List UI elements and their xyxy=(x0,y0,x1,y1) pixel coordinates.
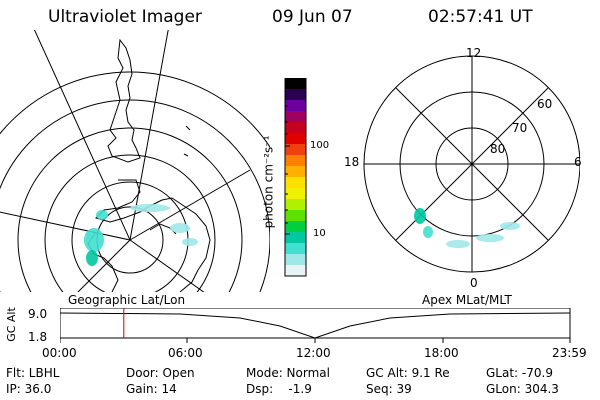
timeline-xtick-1200: 12:00 xyxy=(296,346,331,360)
mode-readout: Mode: Normal xyxy=(246,366,330,380)
color-swatch xyxy=(285,265,306,277)
color-swatch xyxy=(285,254,306,266)
color-swatch xyxy=(285,188,306,200)
door-readout: Door: Open xyxy=(126,366,195,380)
colorbar-tick-label-100: 100 xyxy=(310,140,330,151)
color-swatch xyxy=(285,122,306,134)
timeline-xtick-1800: 18:00 xyxy=(424,346,459,360)
color-swatch xyxy=(285,221,306,233)
color-swatch xyxy=(285,210,306,222)
color-swatch xyxy=(285,166,306,178)
observation-time: 02:57:41 UT xyxy=(428,7,533,27)
seq-readout: Seq: 39 xyxy=(366,382,412,396)
geographic-map-label: Geographic Lat/Lon xyxy=(68,293,186,307)
continent-outline xyxy=(183,125,191,157)
color-swatch xyxy=(285,232,306,244)
dsp-readout: Dsp: -1.9 xyxy=(246,382,312,396)
color-swatch xyxy=(285,89,306,101)
lat-circle xyxy=(0,71,270,149)
mlt-label-18: 18 xyxy=(344,155,360,169)
altitude-curve xyxy=(60,312,571,339)
timeline-xtick-0000: 00:00 xyxy=(42,346,77,360)
timeline-plot xyxy=(60,308,571,343)
mlat-label-60: 60 xyxy=(537,97,553,111)
filter-readout: Flt: LBHL xyxy=(6,366,60,380)
color-swatch xyxy=(285,133,306,145)
color-swatch xyxy=(285,78,306,90)
colorbar-unit-label: photon cm⁻²s⁻¹ xyxy=(261,135,276,229)
color-swatch xyxy=(285,100,306,112)
continent-outline xyxy=(107,38,141,163)
mlt-label-12: 12 xyxy=(466,46,482,60)
lat-circle xyxy=(44,154,216,292)
color-swatch xyxy=(285,199,306,211)
color-swatch xyxy=(285,144,306,156)
timeline-ytick-low: 1.8 xyxy=(28,330,48,344)
color-swatch xyxy=(285,155,306,167)
mlat-label-70: 70 xyxy=(512,121,528,135)
instrument-title: Ultraviolet Imager xyxy=(48,7,202,27)
gain-readout: Gain: 14 xyxy=(126,382,177,396)
timeline-xtick-0600: 06:00 xyxy=(168,346,203,360)
color-swatch xyxy=(285,111,306,123)
timeline-ytick-high: 9.0 xyxy=(28,307,48,321)
aurora-emission xyxy=(414,208,520,248)
observation-date: 09 Jun 07 xyxy=(272,7,353,27)
aurora-emission xyxy=(84,204,198,266)
timeline-xtick-2359: 23:59 xyxy=(552,346,587,360)
timeline-axis-label: GC Alt xyxy=(4,307,18,342)
glat-readout: GLat: -70.9 xyxy=(486,366,553,380)
apex-map-label: Apex MLat/MLT xyxy=(422,293,512,307)
glon-readout: GLon: 304.3 xyxy=(486,382,559,396)
geographic-map xyxy=(0,30,270,292)
mlt-label-0: 0 xyxy=(470,276,478,290)
color-swatch xyxy=(285,243,306,255)
ip-readout: IP: 36.0 xyxy=(6,382,52,396)
color-scale xyxy=(284,78,307,277)
gcalt-readout: GC Alt: 9.1 Re xyxy=(366,366,450,380)
apex-map xyxy=(363,55,580,273)
lat-circle xyxy=(17,127,243,292)
lat-circle xyxy=(0,99,270,292)
mlat-label-80: 80 xyxy=(490,142,506,156)
color-scale-swatches xyxy=(285,78,306,277)
mlt-label-6: 6 xyxy=(574,155,582,169)
colorbar-tick-label-10: 10 xyxy=(313,228,326,239)
color-swatch xyxy=(285,177,306,189)
